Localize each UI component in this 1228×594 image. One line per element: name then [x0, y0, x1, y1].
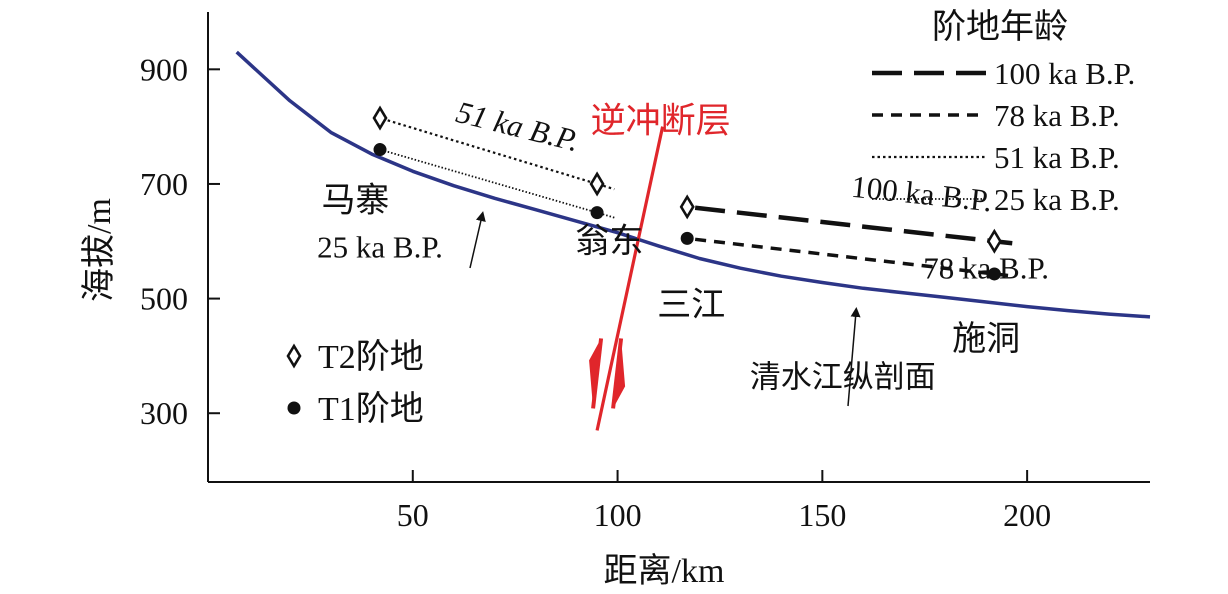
- terrace-point-diamond: [372, 105, 388, 131]
- terrace-point-circle: [373, 143, 387, 157]
- fault-label: 逆冲断层: [591, 102, 731, 141]
- marker-legend-circle: [287, 401, 301, 415]
- fault-line: [595, 126, 665, 431]
- place-label: 施洞: [952, 320, 1020, 358]
- place-label: 翁东: [575, 223, 643, 261]
- terrace-point-circle: [987, 267, 1001, 281]
- annotation-label: 78 ka B.P.: [923, 251, 1049, 286]
- y-tick-label: 700: [140, 166, 188, 202]
- legend: 阶地年龄 100 ka B.P. 78 ka B.P. 51 ka B.P. 25 ka…: [872, 8, 1135, 217]
- legend-label: 78 ka B.P.: [994, 98, 1120, 133]
- x-tick-label: 200: [1003, 497, 1051, 533]
- fault-arrow-up-shaft: [591, 338, 604, 409]
- terrace-layer: [372, 105, 1013, 281]
- legend-label: 51 ka B.P.: [994, 140, 1120, 175]
- y-axis-label: 海拔/m: [80, 198, 118, 302]
- marker-legend-label: T1阶地: [318, 390, 424, 428]
- marker-legend-diamond: [286, 343, 302, 369]
- terrace-point-circle: [590, 206, 604, 220]
- place-label: 三江: [657, 287, 725, 324]
- annotation-label: 25 ka B.P.: [317, 229, 443, 264]
- terrace-line: [694, 205, 1013, 246]
- terrace-point-circle: [680, 231, 694, 245]
- leader-arrow-25ka: [469, 211, 486, 269]
- leader-arrow-profile: [847, 307, 861, 407]
- terrace-point-diamond: [589, 171, 605, 197]
- legend-label: 100 ka B.P.: [994, 56, 1135, 91]
- y-tick-label: 300: [140, 395, 188, 431]
- terrace-point-diamond: [986, 228, 1002, 254]
- annotation-label: 清水江纵剖面: [750, 359, 936, 394]
- profile-layer: [235, 50, 1151, 319]
- legend-title: 阶地年龄: [932, 8, 1068, 46]
- marker-legend-label: T2阶地: [318, 338, 424, 376]
- terrace-line: [387, 150, 615, 219]
- place-label: 马寨: [321, 181, 389, 219]
- x-tick-label: 50: [397, 497, 429, 533]
- x-axis-label: 距离/km: [604, 552, 725, 590]
- y-tick-label: 900: [140, 51, 188, 87]
- axes: 300 500 700 900 50 100 150 200 距离/km 海拔/m: [80, 12, 1150, 590]
- legend-label: 25 ka B.P.: [994, 182, 1120, 217]
- annotation-label: 100 ka B.P.: [850, 169, 994, 219]
- marker-legend: T2阶地 T1阶地: [286, 338, 424, 428]
- y-tick-label: 500: [140, 281, 188, 317]
- fault-arrow-down-shaft: [611, 338, 624, 409]
- fault-layer: 逆冲断层: [589, 102, 731, 431]
- terrace-line: [387, 119, 615, 191]
- terrace-line: [694, 237, 1013, 278]
- x-tick-label: 100: [594, 497, 642, 533]
- annotation-label: 51 ka B.P.: [453, 94, 583, 158]
- terrace-point-diamond: [679, 194, 695, 220]
- x-tick-label: 150: [798, 497, 846, 533]
- profile-line: [235, 50, 1151, 319]
